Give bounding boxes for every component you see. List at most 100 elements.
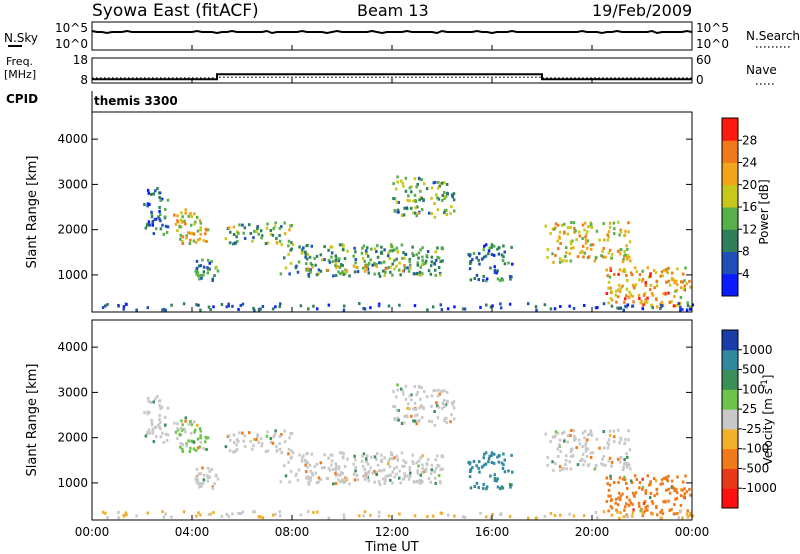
velocity-cell: [334, 468, 338, 472]
velocity-cell: [416, 413, 419, 417]
velocity-cell: [649, 491, 653, 495]
velocity-cell: [212, 510, 215, 514]
power-cell: [582, 303, 586, 307]
power-cell: [434, 258, 438, 262]
power-cell: [392, 197, 395, 201]
velocity-cell: [334, 466, 338, 470]
power-colorbar-tick-label: 16: [742, 200, 757, 214]
velocity-cell: [178, 433, 182, 437]
power-cell: [213, 274, 216, 278]
power-cell: [272, 227, 275, 231]
velocity-cell: [604, 463, 607, 467]
power-cell: [601, 249, 604, 253]
velocity-cell: [497, 460, 501, 464]
power-cell: [419, 189, 422, 193]
power-cell: [199, 226, 202, 230]
power-cell: [266, 241, 270, 245]
velocity-cell: [337, 478, 340, 482]
velocity-cell: [665, 488, 668, 492]
power-cell: [366, 246, 369, 250]
velocity-cell: [380, 469, 383, 473]
velocity-cell: [234, 449, 237, 453]
velocity-cell: [232, 433, 236, 437]
power-cell: [147, 191, 151, 195]
velocity-cell: [571, 447, 574, 451]
sky-tick-bottom: 10^0: [55, 37, 88, 51]
velocity-cell: [445, 421, 449, 425]
velocity-cell: [210, 467, 213, 471]
power-cell: [675, 279, 678, 283]
velocity-cell: [304, 463, 307, 467]
power-cell: [469, 262, 472, 266]
velocity-cell: [195, 480, 198, 484]
power-cell: [319, 253, 323, 257]
power-cell: [453, 305, 456, 309]
power-cell: [340, 263, 343, 267]
power-cell: [278, 239, 282, 243]
power-cell: [437, 180, 440, 184]
power-cell: [165, 230, 169, 234]
velocity-cell: [413, 385, 417, 389]
power-cell: [654, 271, 658, 275]
power-cell: [484, 243, 488, 247]
velocity-cell: [582, 463, 585, 467]
velocity-cell: [443, 403, 446, 407]
power-cell: [275, 236, 278, 240]
time-tick-label: 20:00: [575, 525, 610, 539]
velocity-colorbar-tick-label: -500: [742, 461, 769, 475]
velocity-cell: [432, 389, 436, 393]
power-cell: [571, 239, 574, 243]
velocity-cell: [403, 414, 406, 418]
velocity-cell: [479, 511, 482, 515]
power-cell: [330, 245, 334, 249]
power-cell: [362, 244, 366, 248]
velocity-cell: [328, 468, 332, 472]
power-cell: [604, 255, 607, 259]
power-cell: [632, 300, 635, 304]
velocity-cell: [198, 485, 201, 489]
power-cell: [181, 239, 184, 243]
velocity-cell: [500, 461, 504, 465]
velocity-cell: [631, 491, 635, 495]
power-cell: [507, 261, 510, 265]
velocity-cell: [181, 449, 185, 453]
velocity-cell: [274, 512, 277, 516]
nave-tick-top: 60: [696, 53, 711, 67]
power-cell: [206, 271, 210, 275]
velocity-cell: [607, 494, 610, 498]
velocity-cell: [174, 430, 178, 434]
power-cell: [424, 259, 428, 263]
n-sky-label: N.Sky: [4, 31, 38, 45]
velocity-cell: [189, 431, 193, 435]
power-cell: [227, 304, 230, 308]
velocity-cell: [613, 435, 616, 439]
power-cell: [151, 221, 154, 225]
power-cell: [181, 241, 185, 245]
velocity-cell: [665, 475, 668, 479]
velocity-cell: [564, 463, 567, 467]
power-cell: [637, 293, 641, 297]
velocity-cell: [668, 491, 672, 495]
velocity-cell: [307, 510, 310, 514]
velocity-cell: [660, 516, 663, 520]
power-cell: [670, 278, 674, 282]
power-cell: [125, 302, 128, 306]
power-cell: [183, 219, 186, 223]
power-cell: [425, 254, 429, 258]
velocity-cell: [147, 428, 151, 432]
velocity-cell: [643, 509, 647, 513]
power-cell: [209, 308, 212, 312]
power-cell: [161, 223, 164, 227]
velocity-cell: [317, 480, 320, 484]
velocity-cell: [490, 451, 494, 455]
power-cell: [610, 256, 613, 260]
power-cell: [443, 195, 446, 199]
velocity-cell: [367, 469, 371, 473]
power-cell: [493, 269, 497, 273]
power-cell: [433, 202, 436, 206]
velocity-cell: [280, 451, 283, 455]
velocity-cell: [314, 471, 317, 475]
velocity-cell: [637, 501, 641, 505]
velocity-cell: [627, 438, 630, 442]
velocity-cell: [440, 454, 444, 458]
